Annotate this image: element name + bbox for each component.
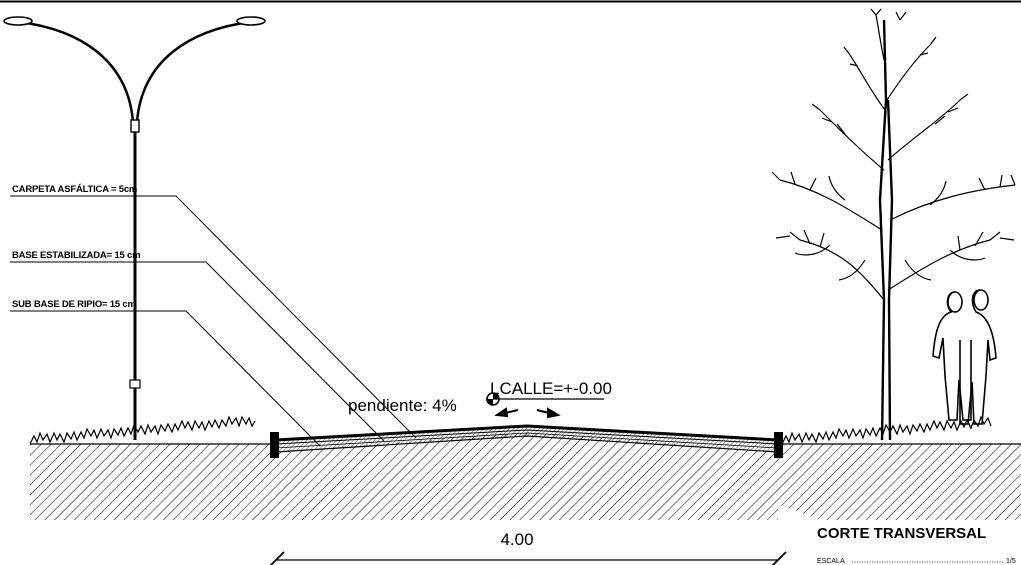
ground-hatch [30,432,1021,520]
scale-label: ESCALA [817,558,845,565]
section-title: CORTE TRANSVERSAL [817,525,986,542]
people-silhouette-icon [932,289,997,425]
scale-value: 1/5 [1006,558,1016,565]
slope-label: pendiente: 4% [348,396,457,415]
layer-leaders [10,195,417,447]
dimension-line [269,551,787,565]
layer-label-base: BASE ESTABILIZADA= 15 cm [12,250,140,261]
grass-icon [29,415,992,445]
layer-label-carpeta: CARPETA ASFÁLTICA = 5cm [12,184,137,195]
dimension-label: 4.00 [500,530,533,549]
tree-icon [771,8,1016,441]
slope-arrows [494,407,561,419]
street-lamp-icon [3,16,266,440]
level-label: LCALLE=+-0.00 [490,379,612,398]
curb-left [270,432,279,458]
road-section [275,424,779,453]
level-marker [486,392,604,406]
layer-label-subbase: SUB BASE DE RIPIO= 15 cm [12,299,136,310]
curb-right [774,432,783,458]
